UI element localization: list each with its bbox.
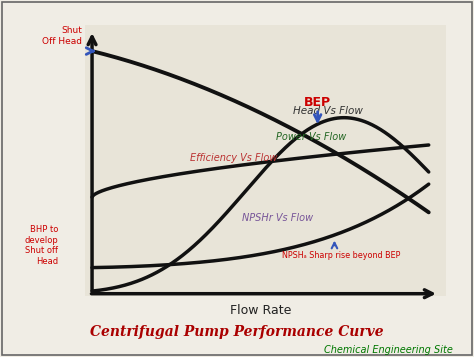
Text: Chemical Engineering Site: Chemical Engineering Site: [324, 345, 453, 355]
Text: Head Vs Flow: Head Vs Flow: [293, 106, 363, 116]
Text: Power Vs Flow: Power Vs Flow: [276, 132, 346, 142]
Text: BEP: BEP: [304, 96, 331, 109]
Text: NPSHₐ Sharp rise beyond BEP: NPSHₐ Sharp rise beyond BEP: [282, 251, 401, 260]
Text: Shut
Off Head: Shut Off Head: [42, 26, 82, 46]
Text: NPSHr Vs Flow: NPSHr Vs Flow: [242, 213, 313, 223]
Text: Centrifugal Pump Performance Curve: Centrifugal Pump Performance Curve: [90, 325, 384, 339]
Text: Flow Rate: Flow Rate: [230, 304, 291, 317]
Text: BHP to
develop
Shut off
Head: BHP to develop Shut off Head: [25, 225, 58, 266]
Text: Efficiency Vs Flow: Efficiency Vs Flow: [190, 153, 277, 163]
